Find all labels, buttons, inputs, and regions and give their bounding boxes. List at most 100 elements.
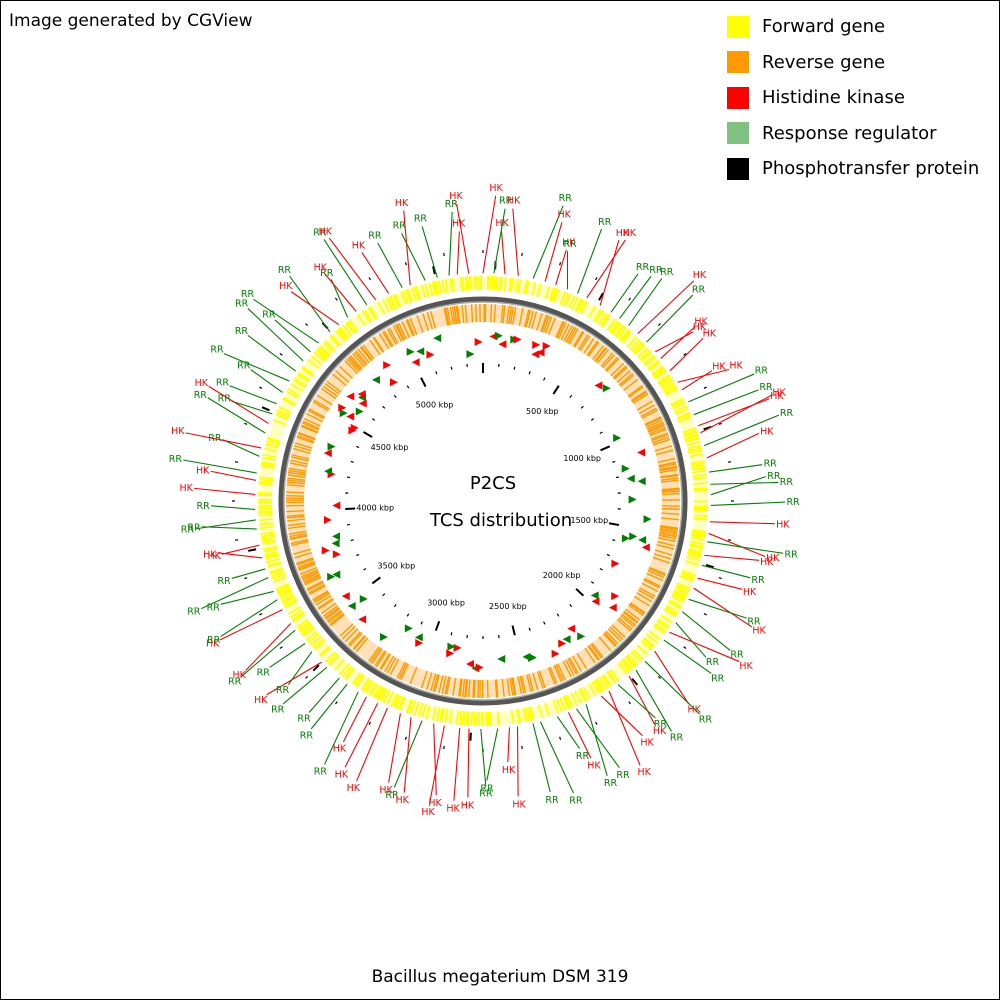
reverse-gene-mark <box>286 481 305 485</box>
hk-callout-label: HK <box>502 765 516 776</box>
reverse-gene-mark <box>462 678 466 698</box>
forward-gene-mark <box>335 330 346 342</box>
rr-callout-line <box>486 728 499 781</box>
hk-callout-line <box>290 291 339 325</box>
reverse-gene-mark <box>649 428 667 437</box>
forward-gene-mark <box>688 548 703 554</box>
reverse-gene-mark <box>293 444 312 452</box>
reverse-gene-mark <box>602 354 616 369</box>
rr-callout-label: RR <box>660 267 674 278</box>
reverse-gene-mark <box>286 491 305 494</box>
forward-gene-mark <box>619 329 630 342</box>
reverse-gene-mark <box>426 311 434 330</box>
response-regulator-marker <box>331 532 340 541</box>
rr-callout-label: RR <box>764 459 778 470</box>
hk-callout-line <box>219 609 283 641</box>
response-regulator-marker <box>626 474 635 483</box>
forward-gene-mark <box>531 281 537 297</box>
rr-callout-line <box>610 273 639 313</box>
scale-label: 2000 kbp <box>543 571 581 580</box>
reverse-gene-mark <box>396 323 406 341</box>
hk-callout-label: HK <box>653 726 667 737</box>
forward-gene-mark <box>611 322 622 335</box>
reverse-gene-mark <box>290 540 309 547</box>
reverse-gene-mark <box>324 606 340 619</box>
histidine-kinase-marker <box>641 543 650 552</box>
rr-callout-label: RR <box>479 789 493 800</box>
scale-minor-tick <box>590 418 595 421</box>
reverse-gene-mark <box>382 331 393 348</box>
reverse-gene-mark <box>639 587 656 598</box>
scale-major-tick <box>434 620 441 632</box>
response-regulator-marker <box>416 347 425 356</box>
forward-gene-mark <box>451 277 456 293</box>
hk-callout-label: HK <box>616 228 630 239</box>
reverse-gene-mark <box>400 663 409 681</box>
response-regulator-marker <box>522 652 531 661</box>
forward-gene-mark <box>673 589 688 598</box>
histidine-kinase-marker <box>591 597 600 606</box>
hk-callout-label: HK <box>203 549 217 560</box>
reverse-gene-mark <box>300 569 319 578</box>
reverse-gene-mark <box>555 664 564 682</box>
reverse-gene-mark <box>380 653 391 670</box>
forward-gene-mark <box>675 585 690 593</box>
forward-gene-mark <box>663 383 676 393</box>
forward-gene-mark <box>693 517 708 521</box>
reverse-gene-mark <box>638 589 655 600</box>
reverse-gene-mark <box>659 531 678 536</box>
reverse-gene-mark <box>294 442 313 449</box>
reverse-gene-mark <box>306 413 323 423</box>
forward-gene-mark <box>594 679 604 692</box>
center-subtitle: TCS distribution <box>429 510 572 531</box>
hk-callout-line <box>654 650 689 704</box>
forward-gene-mark <box>643 636 655 648</box>
forward-gene-mark <box>260 465 275 470</box>
hk-callout-line <box>516 726 519 797</box>
reverse-gene-mark <box>444 307 450 326</box>
forward-gene-mark <box>516 709 521 724</box>
reverse-gene-mark <box>303 417 321 427</box>
reverse-gene-mark <box>528 310 535 329</box>
response-regulator-marker <box>497 655 506 664</box>
hk-callout-label: HK <box>314 262 328 273</box>
hk-callout-line <box>324 273 357 312</box>
forward-gene-mark <box>657 618 670 628</box>
forward-gene-mark <box>691 464 706 469</box>
rr-callout-line <box>703 414 780 447</box>
reverse-gene-mark <box>394 324 405 341</box>
histidine-kinase-marker <box>346 412 355 421</box>
hk-callout-label: HK <box>766 553 780 564</box>
forward-gene-mark <box>281 594 295 603</box>
forward-gene-mark <box>597 312 608 325</box>
reverse-gene-mark <box>644 416 662 426</box>
scale-minor-tick <box>382 405 386 409</box>
reverse-gene-mark <box>577 333 589 350</box>
reverse-gene-mark <box>628 604 644 617</box>
histidine-kinase-marker <box>475 663 484 672</box>
scale-minor-tick <box>599 431 603 435</box>
hk-callout-line <box>700 394 772 434</box>
hk-callout-line <box>403 717 412 793</box>
rr-callout-line <box>240 629 296 678</box>
forward-gene-mark <box>462 711 466 726</box>
forward-gene-mark <box>491 276 494 291</box>
reverse-gene-mark <box>373 336 385 353</box>
forward-gene-mark <box>376 686 385 700</box>
forward-gene-mark <box>339 326 350 339</box>
reverse-gene-mark <box>470 304 474 323</box>
forward-gene-mark <box>260 533 275 538</box>
hk-callout-label: HK <box>776 519 790 530</box>
histidine-kinase-marker <box>323 516 332 525</box>
hk-callout-label: HK <box>772 388 786 399</box>
reverse-gene-mark <box>651 434 669 442</box>
reverse-gene-mark <box>579 335 591 352</box>
reverse-gene-mark <box>553 664 563 683</box>
forward-gene-mark <box>606 671 616 684</box>
rr-callout-line <box>330 279 349 318</box>
forward-gene-mark <box>689 543 704 549</box>
rr-callout-label: RR <box>670 733 684 744</box>
rr-callout-label: RR <box>692 284 706 295</box>
cgview-credit: Image generated by CGView <box>9 11 253 31</box>
